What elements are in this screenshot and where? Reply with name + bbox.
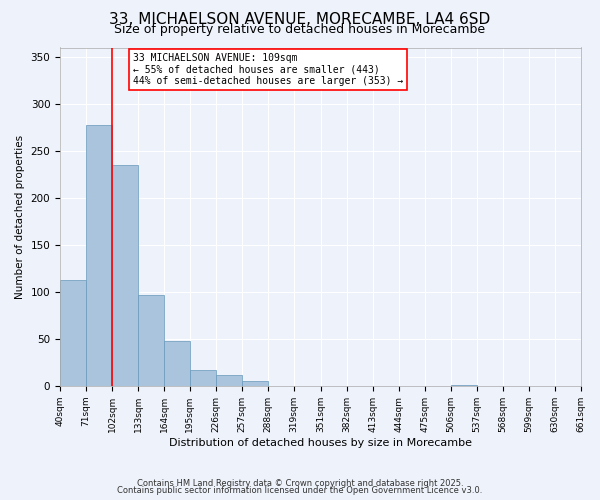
Bar (112, 165, 138, 386)
Bar (138, 294, 164, 386)
Text: 33 MICHAELSON AVENUE: 109sqm
← 55% of detached houses are smaller (443)
44% of s: 33 MICHAELSON AVENUE: 109sqm ← 55% of de… (133, 52, 403, 86)
Bar (451, 385, 476, 386)
Text: Contains public sector information licensed under the Open Government Licence v3: Contains public sector information licen… (118, 486, 482, 495)
Text: Contains HM Land Registry data © Crown copyright and database right 2025.: Contains HM Land Registry data © Crown c… (137, 478, 463, 488)
Bar (86, 124, 112, 386)
Bar (242, 381, 268, 386)
Bar (60, 280, 86, 386)
Text: Size of property relative to detached houses in Morecambe: Size of property relative to detached ho… (115, 22, 485, 36)
X-axis label: Distribution of detached houses by size in Morecambe: Distribution of detached houses by size … (169, 438, 472, 448)
Bar (164, 340, 190, 386)
Text: 33, MICHAELSON AVENUE, MORECAMBE, LA4 6SD: 33, MICHAELSON AVENUE, MORECAMBE, LA4 6S… (109, 12, 491, 28)
Bar (216, 374, 242, 386)
Y-axis label: Number of detached properties: Number of detached properties (15, 134, 25, 298)
Bar (190, 370, 216, 386)
